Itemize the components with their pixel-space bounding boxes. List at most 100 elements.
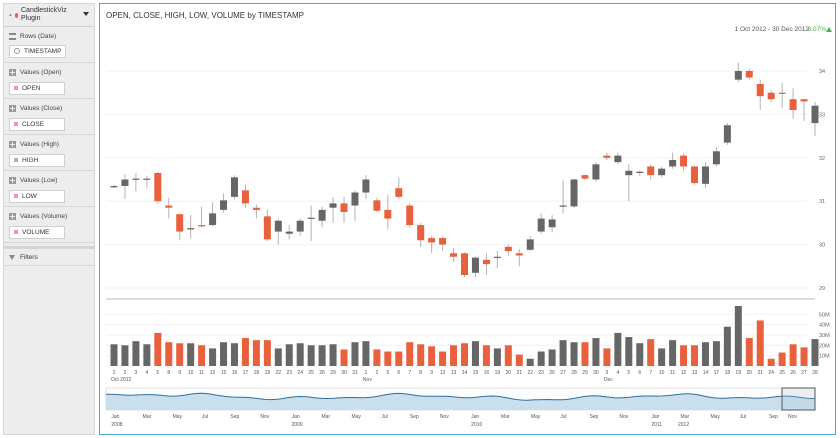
field-section: Values (Open) OPEN [4, 63, 94, 99]
day-tick-label: 11 [670, 370, 675, 376]
day-tick-label: 30 [593, 370, 599, 376]
filters-section[interactable]: Filters [4, 246, 94, 266]
candle-body [625, 170, 633, 176]
candle-body [461, 253, 468, 275]
candle-body [362, 179, 370, 193]
navigator-selection-handle[interactable] [781, 387, 816, 411]
day-tick-label: 21 [516, 370, 522, 376]
volume-bar [723, 326, 731, 366]
section-title-text: Rows (Date) [20, 32, 57, 40]
day-tick-label: 1 [113, 370, 116, 376]
day-tick-label: 22 [527, 370, 533, 376]
navigator-month-label: Nov [619, 414, 628, 420]
navigator-month-label: Nov [440, 414, 449, 420]
navigator-month-label: Sep [230, 414, 239, 420]
candle-body [450, 253, 458, 257]
volume-bar [417, 344, 425, 366]
day-tick-label: 18 [725, 370, 731, 376]
day-tick-label: 6 [638, 370, 641, 376]
navigator-month-label: May [531, 414, 541, 420]
volume-bar [712, 341, 720, 366]
day-tick-label: 3 [135, 370, 138, 376]
day-tick-label: 29 [330, 370, 336, 376]
field-section: Values (Close) CLOSE [4, 99, 94, 135]
day-tick-label: 20 [506, 370, 512, 376]
day-tick-label: 26 [790, 370, 796, 376]
volume-bar [143, 344, 151, 366]
volume-tick-label: 50M [819, 312, 830, 318]
section-title: Values (Close) [9, 103, 89, 113]
candle-body [110, 186, 118, 188]
candle-body [701, 166, 709, 184]
volume-tick-label: 20M [819, 343, 830, 349]
navigator-month-label: May [351, 414, 361, 420]
plus-icon[interactable] [9, 104, 16, 112]
clock-icon [14, 48, 20, 54]
candle-body [318, 209, 326, 221]
day-tick-label: 9 [178, 370, 181, 376]
volume-tick-label: 10M [819, 354, 830, 360]
volume-bar [669, 340, 677, 366]
navigator-month-label: Jan [111, 414, 119, 420]
volume-bar [285, 344, 293, 366]
candle-body [471, 257, 479, 273]
navigator-year-label: 2008 [111, 422, 122, 428]
field-pill[interactable]: HIGH [9, 153, 65, 167]
candle-body [384, 209, 392, 219]
rows-icon[interactable] [9, 32, 16, 40]
day-tick-label: 22 [276, 370, 282, 376]
candle-body [187, 228, 195, 230]
day-tick-label: 13 [451, 370, 457, 376]
navigator-year-label: 2009 [292, 422, 303, 428]
candle-body [417, 225, 425, 241]
candle-body [526, 239, 534, 250]
navigator-area [106, 393, 815, 410]
measure-icon [14, 158, 18, 162]
candle-body [756, 84, 764, 97]
candle-body [614, 155, 622, 163]
navigator-year-label: 2011 [651, 422, 662, 428]
month-tick-label: Oct 2012 [111, 377, 132, 383]
candle-body [329, 203, 337, 208]
candle-body [351, 192, 359, 206]
field-pill[interactable]: OPEN [9, 81, 65, 95]
field-pill[interactable]: VOLUME [9, 225, 65, 239]
field-pill[interactable]: LOW [9, 189, 65, 203]
price-tick-label: 33 [819, 112, 825, 118]
candle-body [537, 218, 545, 232]
day-tick-label: 18 [254, 370, 260, 376]
navigator-month-label: May [173, 414, 183, 420]
volume-bar [340, 349, 348, 366]
day-tick-label: 28 [571, 370, 577, 376]
navigator-month-label: Sep [769, 414, 778, 420]
plus-icon[interactable] [9, 140, 16, 148]
chart-panel: OPEN, CLOSE, HIGH, LOW, VOLUME by TIMEST… [99, 3, 836, 435]
volume-bar [252, 340, 260, 366]
volume-bar [220, 342, 228, 366]
chart-title: OPEN, CLOSE, HIGH, LOW, VOLUME by TIMEST… [106, 11, 304, 20]
navigator-month-label: Mar [143, 414, 152, 420]
volume-bar [296, 343, 304, 366]
field-pill-label: CLOSE [22, 120, 45, 128]
candle-body [745, 71, 753, 78]
volume-bar [263, 340, 271, 366]
volume-bar [493, 348, 501, 366]
candle-body [230, 177, 238, 197]
filters-label: Filters [20, 253, 38, 261]
plugin-selector[interactable]: ▲ CandlestickViz Plugin [4, 4, 94, 27]
candle-body [691, 166, 699, 183]
plus-icon[interactable] [9, 68, 16, 76]
chevron-down-icon[interactable] [83, 12, 89, 16]
plus-icon[interactable] [9, 176, 16, 184]
volume-bar [691, 345, 699, 366]
volume-bar [559, 340, 567, 366]
volume-bar [811, 339, 819, 366]
candle-body [241, 190, 249, 204]
field-pill[interactable]: CLOSE [9, 117, 65, 131]
volume-bar [176, 343, 184, 366]
candle-body [209, 213, 217, 226]
candle-body [603, 155, 611, 158]
field-pill[interactable]: TIMESTAMP [9, 44, 67, 58]
plus-icon[interactable] [9, 212, 16, 220]
